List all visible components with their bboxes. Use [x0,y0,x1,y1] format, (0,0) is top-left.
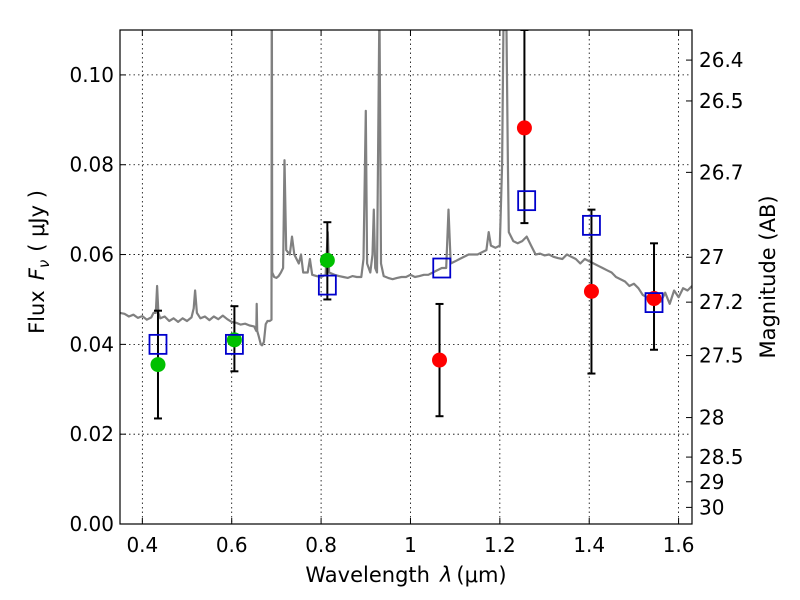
y2-tick-label: 26.5 [699,89,744,113]
y2-tick-label: 26.7 [699,160,744,184]
y2-tick-label: 27.2 [699,290,744,314]
marker-layer [148,120,664,373]
y-tick-label: 0.06 [69,243,114,267]
y-tick-label: 0.02 [69,422,114,446]
x-axis-title: Wavelength λ (μm) [305,563,506,587]
data-point [583,283,599,299]
y2-tick-label: 27 [699,245,724,269]
y2-tick-label: 28 [699,406,724,430]
y-axis-title-symbol: F [25,267,49,280]
x-tick-label: 1 [404,533,417,557]
x-tick-label: 1.4 [573,533,605,557]
model-point [432,257,452,279]
x-tick-label: 0.6 [216,533,248,557]
y2-tick-label: 30 [699,495,724,519]
tick-layer: 0.4 0.6 0.8 1 1.2 1.4 1.6 0.00 0.02 0.04 0.06 0.08 0… [69,30,744,557]
model-point [517,190,537,212]
model-point [582,214,601,236]
x-axis-title-symbol: λ [439,563,452,587]
y2-tick-label: 27.5 [699,344,744,368]
model-point [148,333,168,355]
x-axis-title-unit: (μm) [456,563,506,587]
y2-axis-title: Magnitude (AB) [756,195,780,358]
x-axis-title-text: Wavelength [305,563,430,587]
y2-tick-label: 28.5 [699,445,744,469]
data-point [432,352,448,368]
plot-frame [119,29,693,525]
y-axis-title: Flux Fν ( μJy ) [25,190,53,334]
model-point [644,292,664,313]
y-axis-title-unit: ( μJy ) [25,190,49,252]
model-point [224,333,244,355]
y-tick-label: 0.10 [69,63,114,87]
spectrum-line [120,30,692,347]
x-tick-label: 0.4 [126,533,158,557]
x-tick-label: 1.2 [484,533,516,557]
y-tick-label: 0.08 [69,153,114,177]
data-point [226,332,242,348]
data-point [150,357,166,373]
y2-tick-label: 26.4 [699,48,744,72]
x-tick-label: 0.8 [305,533,337,557]
model-point [317,274,337,296]
x-tick-label: 1.6 [663,533,695,557]
y-axis-title-subscript: ν [35,260,53,268]
spectrum-layer [120,30,692,347]
y-tick-label: 0.04 [69,332,114,356]
data-point [516,120,532,136]
data-point [319,252,335,268]
y2-tick-label: 29 [699,470,724,494]
y-tick-label: 0.00 [69,512,114,536]
data-point [646,291,662,307]
y-axis-title-text: Flux [25,290,49,334]
